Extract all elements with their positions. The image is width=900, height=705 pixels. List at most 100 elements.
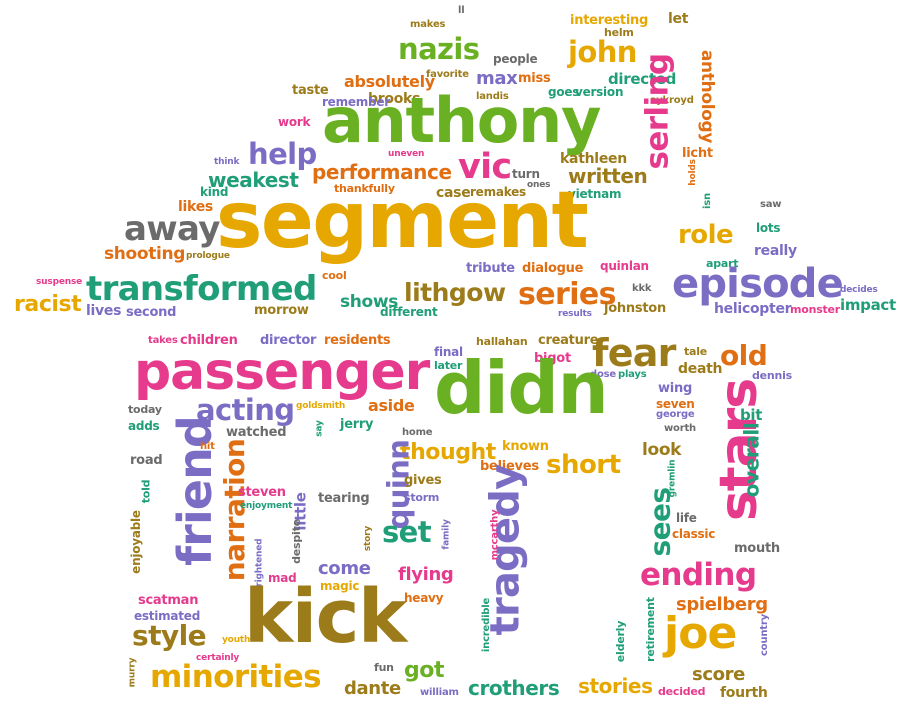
word-tale: tale: [684, 345, 708, 358]
word-taste: taste: [292, 83, 329, 98]
word-anthology: anthology: [697, 49, 718, 144]
word-george: george: [656, 409, 695, 420]
word-spielberg: spielberg: [676, 594, 768, 615]
word-segment: segment: [216, 176, 589, 266]
word-let: let: [668, 11, 689, 27]
word-today: today: [128, 403, 162, 416]
word-enjoyable: enjoyable: [128, 510, 143, 574]
word-morrow: morrow: [254, 303, 309, 318]
word-brooks: brooks: [368, 91, 421, 107]
word-remember: remember: [322, 95, 390, 109]
word-tearing: tearing: [318, 491, 370, 506]
word-uneven: uneven: [388, 149, 425, 159]
word-version: version: [575, 85, 624, 99]
word-fear: fear: [592, 331, 676, 375]
word-despite: despite: [289, 519, 303, 564]
word-sees: sees: [643, 487, 677, 557]
word-lots: lots: [756, 221, 781, 235]
word-told: told: [139, 479, 153, 504]
word-murry: murry: [127, 657, 138, 688]
word-john: john: [568, 35, 637, 69]
word-series: series: [518, 277, 616, 312]
word-away: away: [124, 209, 220, 249]
word-ll: ll: [458, 5, 465, 16]
word-second: second: [126, 305, 177, 320]
word-goes: goes: [548, 85, 580, 99]
word-overall: overall: [739, 422, 764, 498]
word-apart: apart: [706, 257, 739, 270]
word-family: family: [441, 519, 452, 550]
word-transformed: transformed: [86, 269, 317, 309]
word-decides: decides: [840, 285, 878, 295]
word-helicopter: helicopter: [714, 301, 792, 317]
word-thought: thought: [400, 440, 496, 465]
word-takes: takes: [148, 335, 178, 346]
word-vic: vic: [458, 147, 512, 187]
word-come: come: [318, 558, 371, 579]
word-remakes: remakes: [470, 185, 526, 199]
word-minorities: minorities: [150, 659, 322, 695]
word-joe: joe: [664, 608, 737, 659]
word-road: road: [130, 453, 163, 468]
word-classic: classic: [672, 527, 716, 541]
word-work: work: [278, 115, 311, 129]
word-serling: serling: [639, 53, 676, 170]
word-old: old: [720, 339, 768, 372]
word-performance: performance: [312, 160, 452, 184]
word-licht: licht: [682, 146, 713, 161]
word-different: different: [380, 305, 438, 319]
word-helm: helm: [604, 26, 634, 39]
word-later: later: [434, 359, 463, 372]
word-heavy: heavy: [404, 591, 444, 605]
word-case: case: [436, 185, 471, 201]
word-shows: shows: [340, 292, 399, 312]
word-hit: hit: [200, 441, 215, 452]
word-seven: seven: [656, 397, 695, 411]
word-dante: dante: [344, 678, 401, 699]
word-max: max: [476, 68, 518, 89]
word-people: people: [493, 52, 538, 66]
word-watched: watched: [226, 425, 287, 440]
word-kkk: kkk: [632, 283, 652, 294]
word-goldsmith: goldsmith: [296, 401, 346, 411]
word-aside: aside: [368, 396, 415, 415]
word-plays: plays: [618, 369, 647, 380]
word-role: role: [678, 220, 734, 250]
word-hallahan: hallahan: [476, 335, 528, 348]
word-really: really: [754, 243, 797, 259]
word-believes: believes: [480, 459, 539, 474]
word-elderly: elderly: [614, 620, 628, 663]
word-makes: makes: [410, 19, 446, 30]
word-country: country: [758, 614, 770, 656]
word-dose: dose: [590, 369, 616, 380]
word-mccarthy: mccarthy: [489, 509, 501, 561]
word-death: death: [678, 361, 723, 377]
word-weakest: weakest: [208, 168, 299, 192]
word-kind: kind: [200, 185, 229, 199]
word-mad: mad: [268, 571, 297, 585]
word-lithgow: lithgow: [404, 278, 506, 307]
word-anthony: anthony: [322, 84, 601, 157]
word-saw: saw: [760, 199, 782, 210]
word-crothers: crothers: [468, 676, 560, 700]
word-look: look: [642, 440, 682, 460]
word-dialogue: dialogue: [522, 261, 584, 276]
word-got: got: [404, 658, 445, 683]
word-ending: ending: [640, 557, 757, 593]
word-residents: residents: [324, 333, 391, 348]
word-adds: adds: [128, 419, 160, 433]
word-landis: landis: [476, 91, 509, 102]
word-jerry: jerry: [340, 417, 374, 432]
word-absolutely: absolutely: [344, 72, 435, 91]
word-impact: impact: [840, 296, 896, 314]
word-racist: racist: [14, 292, 82, 317]
word-steven: steven: [238, 485, 286, 500]
word-bit: bit: [740, 406, 763, 424]
word-prologue: prologue: [186, 251, 230, 261]
word-fun: fun: [374, 661, 394, 674]
word-incredible: incredible: [481, 597, 493, 653]
word-certainly: certainly: [196, 653, 240, 663]
word-likes: likes: [178, 199, 213, 215]
word-written: written: [568, 164, 648, 188]
word-results: results: [558, 309, 592, 319]
